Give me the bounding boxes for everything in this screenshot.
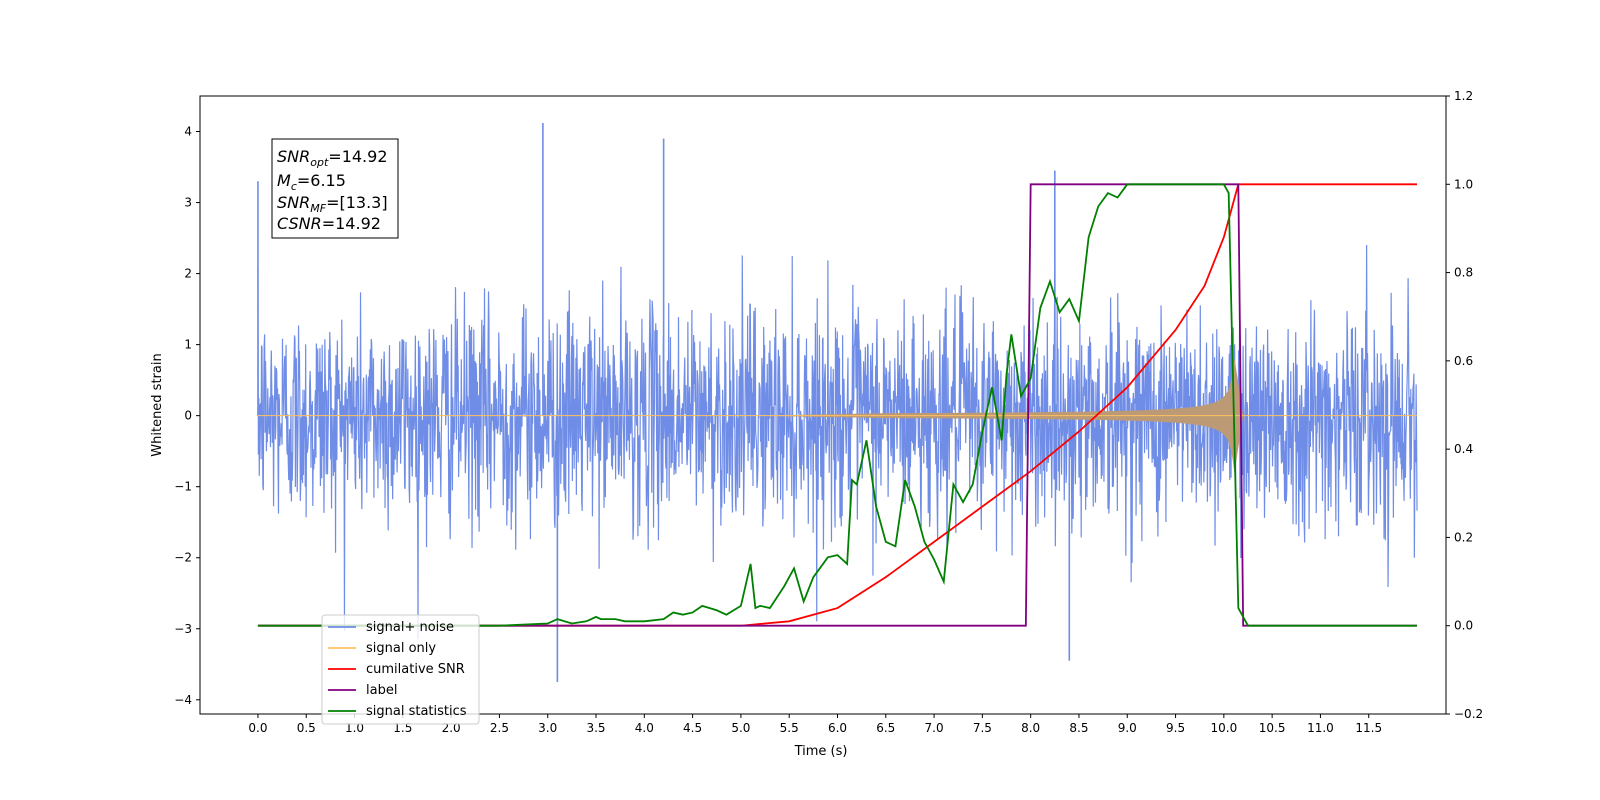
legend-label: label [366, 683, 397, 698]
y-left-tick-label: 2 [184, 267, 192, 281]
right-axis-series [257, 183, 1418, 627]
x-tick-label: 7.5 [973, 721, 992, 735]
x-tick-label: 0.5 [297, 721, 316, 735]
x-tick-label: 11.5 [1355, 721, 1382, 735]
x-tick-label: 10.0 [1210, 721, 1237, 735]
y-right-tick-label: 1.0 [1454, 177, 1473, 191]
y-left-tick-label: −4 [174, 693, 192, 707]
y-left-tick-label: 4 [184, 125, 192, 139]
y-right-tick-label: 0.0 [1454, 619, 1473, 633]
x-tick-label: 7.0 [925, 721, 944, 735]
annotation-chirp-mass: Mc=6.15 [277, 171, 346, 193]
y-axis-label: Whitened strain [150, 353, 165, 456]
x-axis-label: Time (s) [794, 744, 848, 759]
cumulative-snr-line [257, 183, 1418, 627]
x-tick-label: 4.5 [683, 721, 702, 735]
annotation-csnr: CSNR=14.92 [277, 214, 381, 233]
signal-statistics-line [257, 183, 1418, 627]
y-left-tick-label: 3 [184, 196, 192, 210]
annotation-snr-opt: SNRopt=14.92 [277, 147, 388, 169]
annotation-box: SNRopt=14.92 Mc=6.15 SNRMF=[13.3] CSNR=1… [271, 138, 399, 239]
y-axis-left: 4 3 2 1 0 −1 −2 −3 −4 [174, 125, 200, 707]
x-tick-label: 2.5 [490, 721, 509, 735]
y-left-tick-label: 1 [184, 338, 192, 352]
y-axis-right: 1.2 1.0 0.8 0.6 0.4 0.2 0.0 −0.2 [1446, 89, 1483, 721]
x-tick-label: 10.5 [1259, 721, 1286, 735]
y-left-tick-label: −3 [174, 622, 192, 636]
x-axis: 0.0 0.5 1.0 1.5 2.0 2.5 3.0 3.5 4.0 4.5 5.0 5.5 6.0 6… [248, 714, 1382, 735]
x-tick-label: 8.0 [1021, 721, 1040, 735]
x-tick-label: 4.0 [635, 721, 654, 735]
x-tick-label: 8.5 [1069, 721, 1088, 735]
x-tick-label: 9.5 [1166, 721, 1185, 735]
annotation-snr-mf: SNRMF=[13.3] [277, 193, 388, 215]
x-tick-label: 3.0 [538, 721, 557, 735]
y-left-tick-label: 0 [184, 409, 192, 423]
x-tick-label: 5.0 [731, 721, 750, 735]
legend-label: cumilative SNR [366, 662, 465, 677]
y-right-tick-label: 1.2 [1454, 89, 1473, 103]
legend: signal+ noise signal only cumilative SNR la… [321, 614, 480, 725]
x-tick-label: 0.0 [248, 721, 267, 735]
y-right-tick-label: 0.2 [1454, 530, 1473, 544]
x-tick-label: 5.5 [780, 721, 799, 735]
legend-label: signal only [366, 641, 436, 656]
x-tick-label: 11.0 [1307, 721, 1334, 735]
series-signal-only [257, 358, 1418, 474]
x-tick-label: 6.5 [876, 721, 895, 735]
y-left-tick-label: −1 [174, 480, 192, 494]
y-left-tick-label: −2 [174, 551, 192, 565]
x-tick-label: 6.0 [828, 721, 847, 735]
y-right-tick-label: −0.2 [1454, 707, 1483, 721]
y-right-tick-label: 0.6 [1454, 354, 1473, 368]
legend-box [321, 614, 480, 725]
legend-label: signal statistics [366, 704, 467, 719]
plot-frame [199, 95, 1447, 715]
x-tick-label: 9.0 [1118, 721, 1137, 735]
legend-label: signal+ noise [366, 620, 454, 635]
y-right-tick-label: 0.8 [1454, 266, 1473, 280]
x-tick-label: 3.5 [586, 721, 605, 735]
y-right-tick-label: 0.4 [1454, 442, 1473, 456]
